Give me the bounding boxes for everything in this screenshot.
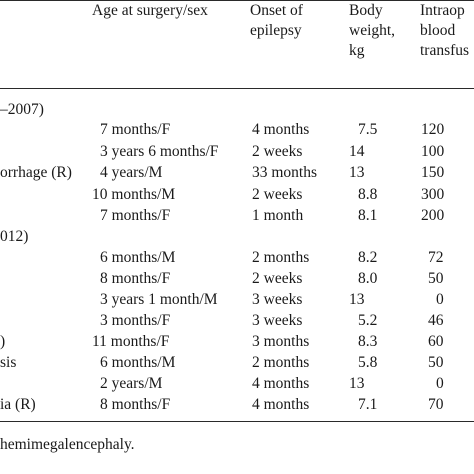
bottom-rule [0,421,474,422]
row-weight: 8.1 [358,207,378,224]
row-age: 3 years 1 month/M [100,291,218,308]
row-weight: 13 [349,164,365,181]
row-label: ia (R) [0,396,36,413]
row-onset: 3 months [252,333,310,350]
header-weight-line2: weight, [349,22,396,39]
row-onset: 2 weeks [252,143,303,160]
row-label: sis [0,354,17,371]
row-weight: 8.8 [358,186,378,203]
row-onset: 4 months [252,121,310,138]
row-intraop: 46 [428,312,444,329]
row-intraop: 300 [421,186,445,203]
header-rule [0,88,474,89]
section-heading: 012) [0,228,29,245]
row-onset: 33 months [252,164,318,181]
top-rule [0,0,474,1]
row-intraop: 120 [421,121,445,138]
row-onset: 4 months [252,396,310,413]
row-onset: 2 weeks [252,270,303,287]
row-onset: 2 months [252,249,310,266]
header-age: Age at surgery/sex [92,2,208,19]
row-intraop: 0 [436,291,444,308]
row-intraop: 50 [428,354,444,371]
header-intraop-line1: Intraop [420,2,465,19]
row-weight: 8.0 [358,270,378,287]
row-weight: 14 [349,143,365,160]
row-onset: 3 weeks [252,312,303,329]
row-age: 8 months/F [100,396,171,413]
row-age: 11 months/F [92,333,170,350]
row-age: 6 months/M [100,249,176,266]
header-onset-line2: epilepsy [250,22,302,39]
header-intraop-line3: transfus [420,42,470,59]
row-weight: 13 [349,375,365,392]
row-onset: 3 weeks [252,291,303,308]
row-weight: 5.2 [358,312,378,329]
section-heading: –2007) [0,101,44,118]
row-onset: 2 weeks [252,186,303,203]
row-age: 10 months/M [92,186,176,203]
row-age: 8 months/F [100,270,171,287]
row-intraop: 60 [428,333,444,350]
header-onset-line1: Onset of [250,2,303,19]
header-weight-line3: kg [349,42,365,59]
row-intraop: 100 [421,143,445,160]
row-age: 3 years 6 months/F [100,143,219,160]
row-age: 4 years/M [100,164,163,181]
row-weight: 7.5 [358,121,378,138]
row-weight: 8.2 [358,249,378,266]
row-label: ) [0,333,6,350]
row-weight: 13 [349,291,365,308]
row-intraop: 72 [428,249,444,266]
row-onset: 4 months [252,375,310,392]
row-onset: 2 months [252,354,310,371]
row-intraop: 200 [421,207,445,224]
row-onset: 1 month [252,207,304,224]
row-age: 7 months/F [100,207,171,224]
row-age: 7 months/F [100,121,171,138]
row-age: 3 months/F [100,312,171,329]
row-weight: 8.3 [358,333,378,350]
row-label: orrhage (R) [0,164,72,181]
header-weight-line1: Body [349,2,383,19]
row-weight: 5.8 [358,354,378,371]
row-age: 6 months/M [100,354,176,371]
row-intraop: 70 [428,396,444,413]
row-age: 2 years/M [100,375,163,392]
row-intraop: 0 [436,375,444,392]
header-intraop-line2: blood [420,22,456,39]
row-intraop: 150 [421,164,445,181]
footnote: hemimegalencephaly. [0,436,135,453]
row-intraop: 50 [428,270,444,287]
row-weight: 7.1 [358,396,378,413]
